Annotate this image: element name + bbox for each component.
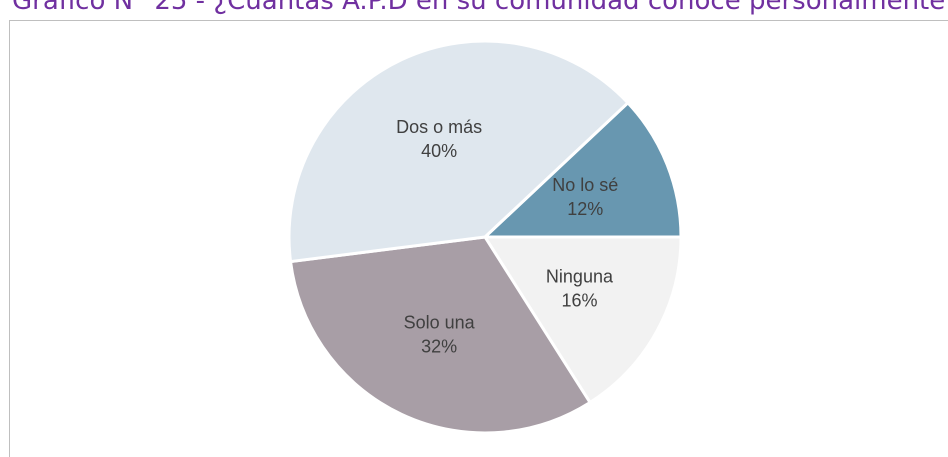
chart-frame <box>9 20 948 457</box>
slice-label: Ninguna <box>546 267 614 287</box>
slice-label: Solo una <box>404 312 476 332</box>
pie-slice <box>481 100 683 239</box>
slice-value: 32% <box>421 336 457 356</box>
slice-value: 16% <box>561 291 597 311</box>
slice-label: No lo sé <box>552 175 618 195</box>
slice-value: 40% <box>421 141 457 161</box>
pie-slice <box>482 235 683 405</box>
pie-slice <box>287 39 630 264</box>
slice-value: 12% <box>567 199 603 219</box>
slice-label: Dos o más <box>396 117 482 137</box>
pie-slice <box>288 235 593 435</box>
chart-title: Gráfico N° 25 - ¿Cuántas A.P.D en su com… <box>12 0 948 16</box>
